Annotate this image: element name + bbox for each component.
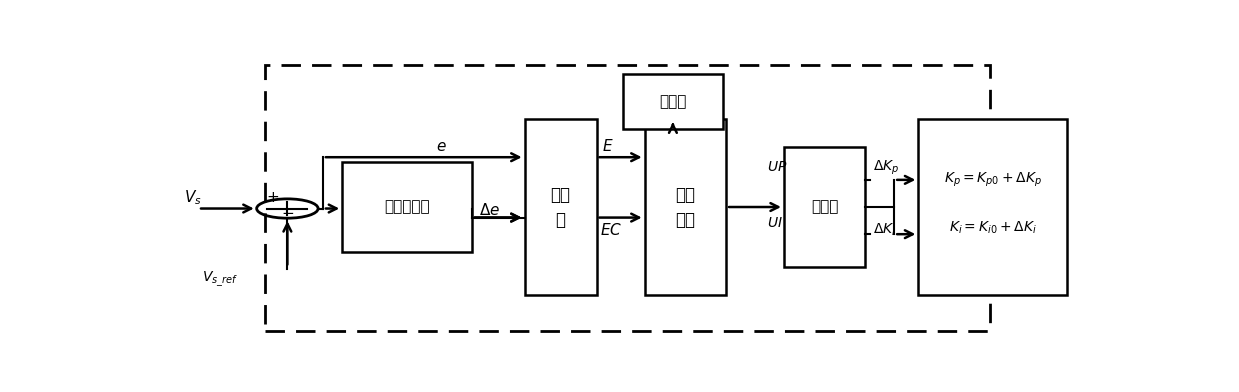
Text: $-$: $-$: [281, 204, 294, 219]
FancyBboxPatch shape: [342, 162, 472, 252]
Text: $K_i=K_{i0}+\Delta K_i$: $K_i=K_{i0}+\Delta K_i$: [949, 220, 1037, 236]
Text: $E$: $E$: [602, 138, 615, 154]
Text: 模糊
化: 模糊 化: [550, 185, 571, 229]
Text: $V_s$: $V_s$: [185, 189, 202, 207]
FancyBboxPatch shape: [524, 120, 597, 294]
Text: $\Delta K_p$: $\Delta K_p$: [873, 159, 900, 178]
Text: $UP$: $UP$: [767, 160, 788, 174]
Text: 变化率计算: 变化率计算: [384, 200, 430, 214]
Text: 模糊
推理: 模糊 推理: [675, 185, 695, 229]
Text: $\Delta e$: $\Delta e$: [479, 201, 501, 218]
FancyBboxPatch shape: [918, 120, 1067, 294]
FancyBboxPatch shape: [784, 147, 866, 267]
FancyBboxPatch shape: [644, 120, 726, 294]
Text: 规则库: 规则库: [659, 94, 686, 109]
Text: 解模糊: 解模糊: [812, 200, 839, 214]
Text: $+$: $+$: [266, 191, 280, 205]
Text: $K_p=K_{p0}+\Delta K_p$: $K_p=K_{p0}+\Delta K_p$: [944, 171, 1042, 189]
Text: $e$: $e$: [436, 139, 447, 154]
Text: $\Delta K_i$: $\Delta K_i$: [873, 221, 896, 238]
Text: $EC$: $EC$: [601, 222, 623, 238]
FancyBboxPatch shape: [622, 74, 724, 129]
Text: $UI$: $UI$: [767, 216, 783, 230]
Text: $V_{s\_ref}$: $V_{s\_ref}$: [202, 270, 238, 289]
